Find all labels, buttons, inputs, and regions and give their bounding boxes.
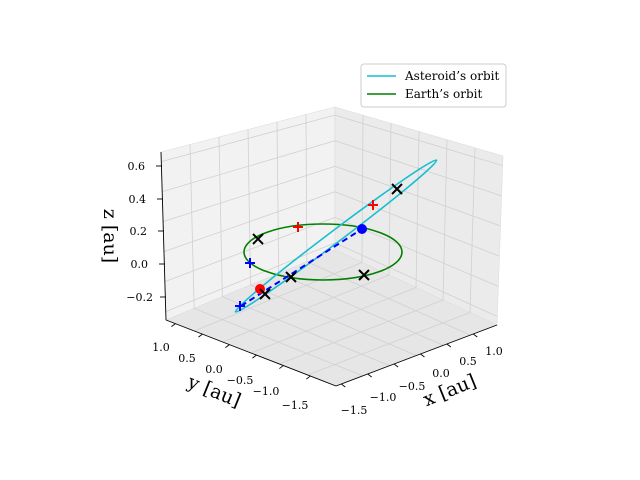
y-tick-mark (306, 375, 311, 380)
y-tick-label: −1.0 (253, 385, 280, 398)
grid-line (469, 147, 476, 313)
x-marker (252, 233, 264, 245)
x-marker (285, 271, 297, 283)
axis-lines (160, 151, 498, 387)
legend: Asteroid’s orbit Earth’s orbit (360, 63, 507, 108)
y-tick-label: 1.0 (152, 341, 170, 354)
x-tick-mark (420, 353, 425, 358)
y-tick-mark (198, 333, 203, 338)
x-marker (391, 183, 403, 195)
x-tick-mark (393, 363, 399, 368)
z-axis-line (160, 151, 167, 321)
grid-line (415, 131, 420, 288)
grid-line (388, 123, 392, 276)
grid-line (307, 312, 471, 376)
x-axis-label: x [au] (420, 370, 479, 411)
y-axis-line (165, 319, 337, 387)
grid-line (305, 114, 308, 262)
y-tick-mark (225, 344, 230, 348)
grid-line (361, 115, 364, 263)
grid-line (218, 136, 223, 297)
legend-label-asteroid: Asteroid’s orbit (404, 69, 499, 83)
plus-marker-red (293, 222, 303, 232)
z-tick-label: 0.4 (129, 193, 147, 206)
z-tick-label: 0.6 (128, 160, 146, 173)
plus-marker-red (368, 200, 378, 210)
x-axis-line (335, 324, 498, 387)
y-tick-mark (252, 354, 257, 359)
grid-line (189, 144, 195, 309)
y-tick-labels: 1.0 0.5 0.0 −0.5 −1.0 −1.5 (152, 341, 308, 412)
plus-marker-blue (235, 301, 245, 311)
x-tick-labels: −1.5 −1.0 −0.5 0.0 0.5 1.0 (341, 345, 503, 417)
earth-orbit-line (243, 223, 403, 281)
x-marker (358, 269, 370, 281)
x-tick-label: 0.0 (432, 367, 450, 380)
z-tick-label: 0.0 (131, 258, 149, 271)
x-tick-mark (341, 383, 346, 388)
blue-point (357, 224, 367, 234)
x-tick-mark (367, 373, 372, 378)
legend-box (360, 63, 507, 108)
z-axis-label: z [au] (99, 209, 121, 263)
y-tick-mark (279, 365, 284, 369)
z-tick-labels: 0.6 0.4 0.2 0.0 −0.2 (126, 160, 153, 304)
x-tick-mark (446, 343, 452, 348)
y-tick-label: 0.5 (178, 352, 196, 365)
x-tick-mark (472, 333, 478, 338)
z-tick-label: 0.2 (130, 225, 148, 238)
y-tick-label: −0.5 (227, 374, 254, 387)
plus-marker-blue (245, 258, 255, 268)
x-tick-label: −0.5 (399, 380, 426, 393)
plot-data (234, 159, 438, 313)
y-tick-mark (171, 323, 176, 328)
z-tick-label: −0.2 (126, 291, 153, 304)
grid-lines (161, 114, 503, 377)
y-tick-label: −1.5 (282, 399, 309, 412)
x-tick-label: 1.0 (485, 345, 503, 358)
y-tick-label: 0.0 (205, 363, 223, 376)
legend-label-earth: Earth’s orbit (405, 87, 482, 101)
tick-marks (156, 165, 478, 388)
x-tick-label: 0.5 (459, 355, 477, 368)
grid-line (442, 139, 448, 301)
asteroid-orbit-line (234, 159, 438, 313)
grid-line (276, 121, 280, 274)
x-marker (259, 288, 271, 300)
x-tick-label: −1.0 (370, 391, 397, 404)
x-tick-label: −1.5 (341, 404, 368, 417)
